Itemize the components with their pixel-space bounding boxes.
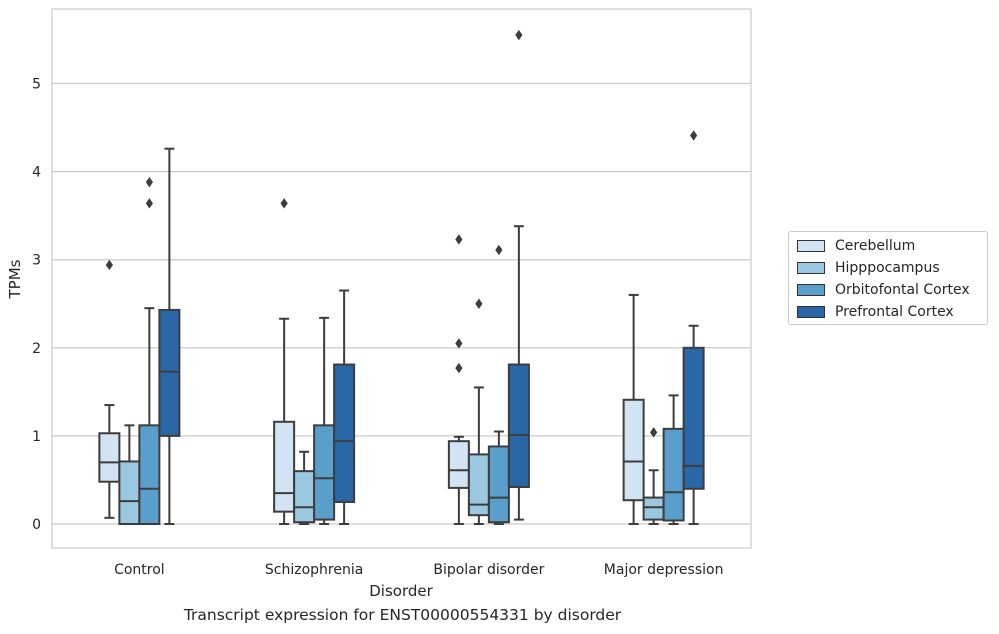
box-body bbox=[662, 427, 685, 522]
box-body bbox=[138, 424, 161, 525]
box-orbitofontal-cortex bbox=[662, 394, 685, 525]
box-hipppocampus bbox=[642, 427, 665, 525]
legend-swatch bbox=[797, 306, 825, 318]
y-tick-label: 4 bbox=[32, 165, 41, 181]
box-body bbox=[333, 363, 356, 503]
y-tick-label: 5 bbox=[32, 77, 41, 93]
box-orbitofontal-cortex bbox=[138, 176, 161, 525]
box-prefrontal-cortex bbox=[333, 289, 356, 525]
legend-label: Prefrontal Cortex bbox=[835, 304, 954, 320]
x-tick-label: Bipolar disorder bbox=[433, 562, 544, 578]
x-tick-label: Major depression bbox=[604, 562, 724, 578]
y-axis-label: TPMs bbox=[6, 259, 24, 299]
box-hipppocampus bbox=[467, 298, 490, 525]
box-cerebellum bbox=[447, 234, 470, 525]
box-cerebellum bbox=[622, 293, 645, 525]
legend-item: Orbitofontal Cortex bbox=[797, 281, 970, 299]
legend-item: Hipppocampus bbox=[797, 259, 940, 277]
box-body bbox=[158, 308, 181, 437]
outlier-point bbox=[455, 234, 463, 245]
box-body bbox=[487, 445, 510, 524]
outlier-point bbox=[495, 244, 503, 256]
box-body bbox=[313, 424, 336, 521]
legend-label: Hipppocampus bbox=[835, 260, 940, 276]
box-prefrontal-cortex bbox=[682, 130, 705, 525]
box-body bbox=[293, 470, 316, 524]
legend-swatch bbox=[797, 284, 825, 296]
chart-title: Transcript expression for ENST0000055433… bbox=[183, 606, 622, 624]
legend-label: Cerebellum bbox=[835, 238, 916, 254]
y-tick-label: 3 bbox=[32, 253, 41, 269]
legend-item: Cerebellum bbox=[797, 237, 915, 255]
box-body bbox=[682, 346, 705, 490]
box-body bbox=[467, 453, 490, 517]
box-cerebellum bbox=[273, 198, 296, 525]
box-body bbox=[118, 460, 141, 526]
y-tick-label: 0 bbox=[32, 517, 41, 533]
outlier-point bbox=[475, 298, 483, 309]
outlier-point bbox=[280, 198, 288, 209]
box-hipppocampus bbox=[293, 450, 316, 525]
box-prefrontal-cortex bbox=[158, 147, 181, 525]
y-tick-label: 2 bbox=[32, 341, 41, 357]
x-tick-label: Control bbox=[114, 562, 165, 578]
outlier-point bbox=[145, 176, 153, 188]
box-body bbox=[622, 398, 645, 502]
box-body bbox=[642, 496, 665, 521]
outlier-point bbox=[455, 338, 463, 349]
legend-swatch bbox=[797, 262, 825, 274]
box-cerebellum bbox=[98, 259, 121, 519]
outlier-point bbox=[650, 427, 658, 438]
y-tick-label: 1 bbox=[32, 429, 41, 445]
box-prefrontal-cortex bbox=[507, 29, 530, 521]
box-hipppocampus bbox=[118, 424, 141, 526]
legend: Cerebellum Hipppocampus Orbitofontal Cor… bbox=[788, 231, 988, 325]
outlier-point bbox=[105, 259, 113, 271]
legend-label: Orbitofontal Cortex bbox=[835, 282, 970, 298]
outlier-point bbox=[145, 198, 153, 209]
box-body bbox=[273, 420, 296, 513]
x-axis-label: Disorder bbox=[369, 582, 433, 600]
box-orbitofontal-cortex bbox=[313, 316, 336, 525]
box-body bbox=[447, 440, 470, 489]
outlier-point bbox=[455, 362, 463, 374]
box-body bbox=[507, 363, 530, 488]
outlier-point bbox=[515, 29, 523, 41]
box-body bbox=[98, 432, 121, 483]
x-tick-label: Schizophrenia bbox=[265, 562, 363, 578]
plot-frame bbox=[51, 8, 752, 549]
box-orbitofontal-cortex bbox=[487, 244, 510, 525]
outlier-point bbox=[690, 130, 698, 141]
legend-swatch bbox=[797, 240, 825, 252]
legend-item: Prefrontal Cortex bbox=[797, 303, 954, 321]
